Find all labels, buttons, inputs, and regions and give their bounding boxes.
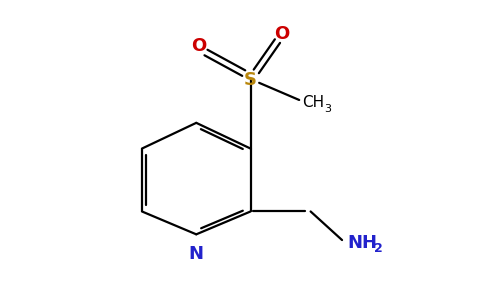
Text: N: N	[189, 244, 204, 262]
Text: NH: NH	[348, 234, 378, 252]
Text: 3: 3	[324, 103, 332, 113]
Text: O: O	[274, 25, 289, 43]
Text: O: O	[192, 37, 207, 55]
Text: 2: 2	[374, 242, 383, 255]
Text: CH: CH	[302, 95, 324, 110]
Text: S: S	[244, 71, 257, 89]
